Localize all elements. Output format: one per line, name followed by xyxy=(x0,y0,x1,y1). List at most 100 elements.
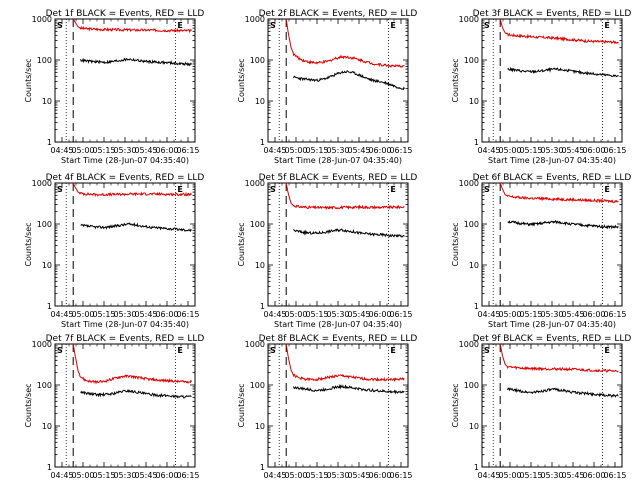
x-tick-label: 05:15 xyxy=(92,146,115,155)
s-marker-label: S xyxy=(270,21,276,30)
x-tick-label: 06:15 xyxy=(603,146,626,155)
s-marker-label: S xyxy=(484,346,490,355)
series-line-events xyxy=(80,222,192,232)
x-tick-label: 06:00 xyxy=(582,146,605,155)
y-tick-label: 100 xyxy=(464,56,479,65)
plot-title: Det 3f BLACK = Events, RED = LLD xyxy=(473,9,632,19)
x-tick-label: 05:15 xyxy=(519,471,542,480)
x-tick-label: 04:45 xyxy=(50,310,73,319)
x-tick-label: 05:00 xyxy=(498,146,521,155)
plot-frame xyxy=(267,182,409,307)
e-marker-label: E xyxy=(177,346,182,355)
y-axis-label: Counts/sec xyxy=(24,58,33,102)
y-axis-label: Counts/sec xyxy=(237,222,246,266)
s-marker-label: S xyxy=(57,21,63,30)
y-tick-label: 10 xyxy=(255,261,265,270)
plot-title: Det 8f BLACK = Events, RED = LLD xyxy=(259,334,418,344)
series-line-events xyxy=(507,387,619,398)
s-marker-label: S xyxy=(57,346,63,355)
y-tick-label: 10 xyxy=(42,422,52,431)
plot-title: Det 2f BLACK = Events, RED = LLD xyxy=(259,9,418,19)
x-tick-label: 05:00 xyxy=(284,471,307,480)
x-tick-label: 05:45 xyxy=(347,471,370,480)
series-line-events xyxy=(293,383,405,395)
x-tick-label: 05:45 xyxy=(134,471,157,480)
y-axis-label: Counts/sec xyxy=(451,58,460,102)
series-line-events xyxy=(80,57,192,67)
y-axis-label: Counts/sec xyxy=(237,58,246,102)
x-tick-label: 05:00 xyxy=(284,310,307,319)
x-tick-label: 04:45 xyxy=(263,310,286,319)
x-tick-label: 05:45 xyxy=(134,310,157,319)
y-tick-label: 1 xyxy=(47,138,52,147)
series-line-events xyxy=(293,70,405,91)
y-axis-label: Counts/sec xyxy=(451,383,460,427)
x-tick-label: 05:15 xyxy=(92,471,115,480)
x-tick-label: 05:45 xyxy=(347,146,370,155)
y-tick-label: 1 xyxy=(47,463,52,472)
e-marker-label: E xyxy=(390,346,395,355)
x-tick-label: 06:15 xyxy=(603,310,626,319)
y-tick-label: 1000 xyxy=(32,179,52,188)
e-marker-label: E xyxy=(177,185,182,194)
x-tick-label: 05:00 xyxy=(284,146,307,155)
x-tick-label: 06:00 xyxy=(582,471,605,480)
x-tick-label: 05:15 xyxy=(305,310,328,319)
x-axis-label: Start Time (28-Jun-07 04:35:40) xyxy=(274,156,402,165)
series-line-lld xyxy=(72,182,192,197)
y-tick-label: 1000 xyxy=(245,179,265,188)
x-tick-label: 06:00 xyxy=(368,310,391,319)
x-tick-label: 05:15 xyxy=(92,310,115,319)
y-tick-label: 100 xyxy=(464,220,479,229)
y-tick-label: 100 xyxy=(37,381,52,390)
x-tick-label: 04:45 xyxy=(477,146,500,155)
x-tick-label: 05:45 xyxy=(347,310,370,319)
x-tick-label: 06:15 xyxy=(176,471,199,480)
y-tick-label: 10 xyxy=(255,97,265,106)
y-tick-label: 100 xyxy=(37,220,52,229)
y-axis-label: Counts/sec xyxy=(237,383,246,427)
x-axis-label: Start Time (28-Jun-07 04:35:40) xyxy=(488,156,616,165)
series-line-lld xyxy=(72,343,192,385)
e-marker-label: E xyxy=(390,185,395,194)
series-line-events xyxy=(507,219,619,230)
x-tick-label: 06:00 xyxy=(368,146,391,155)
s-marker-label: S xyxy=(57,185,63,194)
x-tick-label: 06:00 xyxy=(582,310,605,319)
x-tick-label: 05:30 xyxy=(540,310,563,319)
series-line-events xyxy=(507,66,619,78)
x-tick-label: 06:15 xyxy=(389,471,412,480)
series-line-lld xyxy=(499,182,619,204)
plot-frame xyxy=(54,182,196,307)
x-axis-label: Start Time (28-Jun-07 04:35:40) xyxy=(274,320,402,329)
x-tick-label: 05:30 xyxy=(113,471,136,480)
x-tick-label: 05:15 xyxy=(305,146,328,155)
plot-frame xyxy=(481,343,623,468)
x-tick-label: 05:30 xyxy=(326,471,349,480)
x-tick-label: 06:15 xyxy=(389,146,412,155)
x-tick-label: 06:15 xyxy=(603,471,626,480)
y-tick-label: 1000 xyxy=(245,340,265,349)
y-tick-label: 1000 xyxy=(245,15,265,24)
y-tick-label: 1 xyxy=(474,138,479,147)
e-marker-label: E xyxy=(390,21,395,30)
x-axis-label: Start Time (28-Jun-07 04:35:40) xyxy=(61,156,189,165)
plot-frame xyxy=(54,18,196,143)
x-tick-label: 05:00 xyxy=(498,310,521,319)
y-axis-label: Counts/sec xyxy=(451,222,460,266)
y-axis-label: Counts/sec xyxy=(24,383,33,427)
y-tick-label: 1000 xyxy=(459,179,479,188)
x-tick-label: 05:30 xyxy=(540,471,563,480)
y-tick-label: 1 xyxy=(260,302,265,311)
y-tick-label: 1000 xyxy=(459,340,479,349)
y-tick-label: 1 xyxy=(474,302,479,311)
x-tick-label: 05:45 xyxy=(134,146,157,155)
x-tick-label: 05:00 xyxy=(71,310,94,319)
y-tick-label: 1000 xyxy=(32,340,52,349)
x-tick-label: 06:15 xyxy=(389,310,412,319)
y-tick-label: 100 xyxy=(464,381,479,390)
series-line-lld xyxy=(72,18,192,34)
plot-title: Det 4f BLACK = Events, RED = LLD xyxy=(46,173,205,183)
x-tick-label: 06:00 xyxy=(155,146,178,155)
